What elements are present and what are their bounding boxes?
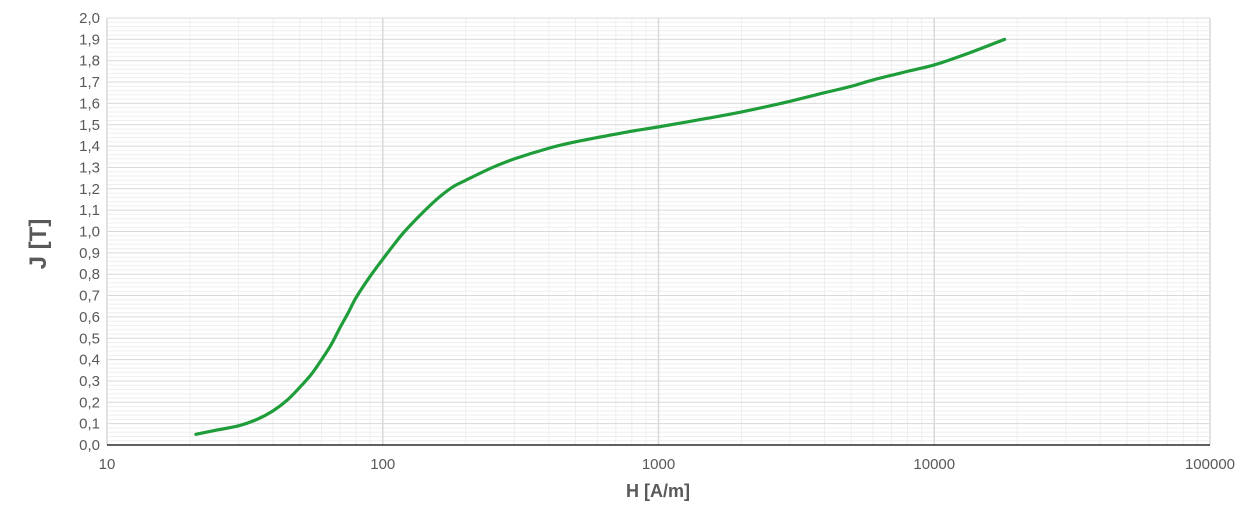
y-tick-label: 0,0 (79, 437, 100, 454)
y-tick-label: 1,0 (79, 224, 100, 241)
grid (106, 17, 1211, 446)
y-tick-label: 0,8 (79, 266, 100, 283)
x-tick-labels: 10 100 1000 10000 100000 (99, 456, 1235, 473)
y-tick-label: 1,3 (79, 159, 100, 176)
y-tick-label: 0,9 (79, 245, 100, 262)
y-tick-label: 0,2 (79, 394, 100, 411)
x-tick-label: 1000 (642, 456, 675, 473)
y-tick-label: 0,3 (79, 373, 100, 390)
y-tick-label: 0,7 (79, 288, 100, 305)
y-tick-label: 1,8 (79, 53, 100, 70)
y-tick-label: 0,6 (79, 309, 100, 326)
y-tick-label: 1,6 (79, 95, 100, 112)
y-tick-label: 0,5 (79, 330, 100, 347)
y-tick-label: 1,9 (79, 31, 100, 48)
y-tick-label: 1,7 (79, 74, 100, 91)
series-layer (194, 37, 1007, 436)
x-tick-label: 10000 (913, 456, 955, 473)
y-tick-label: 0,4 (79, 352, 100, 369)
x-tick-label: 100 (370, 456, 395, 473)
x-axis-title: H [A/m] (626, 481, 690, 501)
x-tick-label: 10 (99, 456, 116, 473)
y-axis-title: J [T] (25, 219, 52, 270)
y-tick-label: 0,1 (79, 416, 100, 433)
series-line (194, 37, 1007, 436)
y-tick-label: 2,0 (79, 10, 100, 27)
y-tick-labels: 0,0 0,1 0,2 0,3 0,4 0,5 0,6 0,7 0,8 0,9 1,0 1,1 1,2 1… (79, 10, 100, 454)
y-tick-label: 1,2 (79, 181, 100, 198)
x-tick-label: 100000 (1185, 456, 1235, 473)
y-tick-label: 1,4 (79, 138, 100, 155)
y-tick-label: 1,5 (79, 117, 100, 134)
y-tick-label: 1,1 (79, 202, 100, 219)
